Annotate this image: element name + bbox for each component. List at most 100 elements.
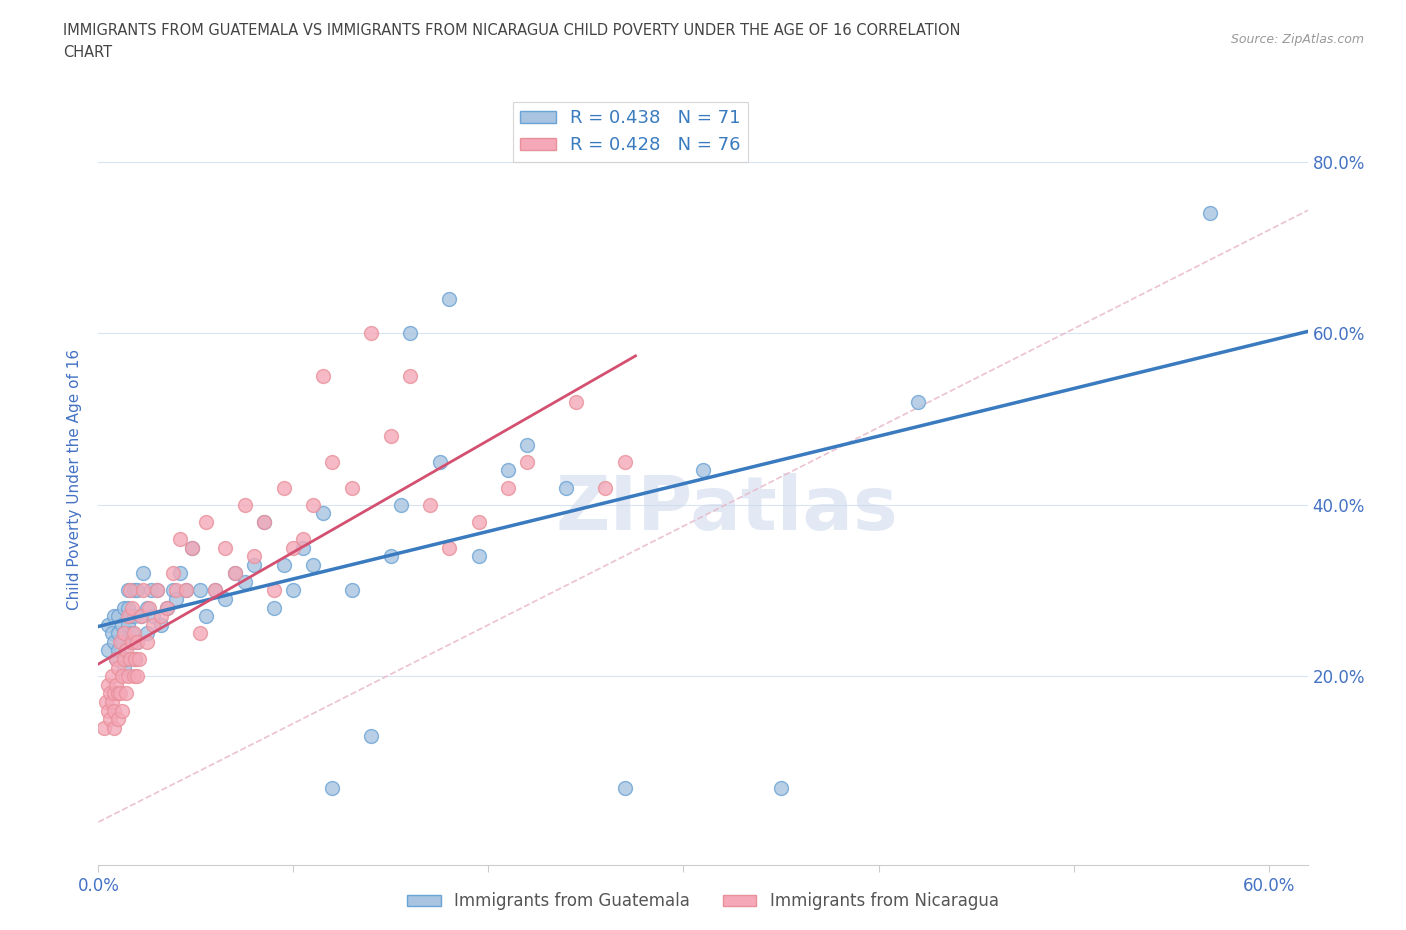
Point xyxy=(142,618,165,632)
Point xyxy=(181,540,204,555)
Point xyxy=(131,609,153,624)
Point xyxy=(555,480,578,495)
Point xyxy=(516,455,538,470)
Point xyxy=(93,720,115,735)
Point xyxy=(360,729,382,744)
Point xyxy=(149,618,172,632)
Point xyxy=(467,549,489,564)
Text: CHART: CHART xyxy=(63,45,112,60)
Point xyxy=(1199,206,1222,220)
Point xyxy=(273,557,295,572)
Point xyxy=(122,609,145,624)
Point xyxy=(117,600,139,615)
Point xyxy=(112,600,135,615)
Point xyxy=(132,583,155,598)
Point xyxy=(496,463,519,478)
Point xyxy=(111,634,134,649)
Point xyxy=(97,677,120,692)
Point xyxy=(292,540,315,555)
Point xyxy=(127,634,149,649)
Text: IMMIGRANTS FROM GUATEMALA VS IMMIGRANTS FROM NICARAGUA CHILD POVERTY UNDER THE A: IMMIGRANTS FROM GUATEMALA VS IMMIGRANTS … xyxy=(63,23,960,38)
Point xyxy=(614,780,637,795)
Point xyxy=(117,609,139,624)
Point xyxy=(769,780,792,795)
Point xyxy=(103,634,125,649)
Point xyxy=(128,652,150,667)
Point xyxy=(194,514,217,529)
Legend: R = 0.438   N = 71, R = 0.428   N = 76: R = 0.438 N = 71, R = 0.428 N = 76 xyxy=(513,102,748,162)
Text: Source: ZipAtlas.com: Source: ZipAtlas.com xyxy=(1230,33,1364,46)
Point xyxy=(97,618,120,632)
Point xyxy=(263,600,285,615)
Point xyxy=(302,498,325,512)
Point xyxy=(107,609,129,624)
Point xyxy=(181,540,204,555)
Point xyxy=(146,583,169,598)
Text: ZIPatlas: ZIPatlas xyxy=(555,473,898,546)
Point xyxy=(103,686,125,701)
Point xyxy=(429,455,451,470)
Point xyxy=(98,711,121,726)
Point xyxy=(107,626,129,641)
Point xyxy=(117,618,139,632)
Point xyxy=(122,583,145,598)
Point xyxy=(107,660,129,675)
Point xyxy=(174,583,197,598)
Point xyxy=(188,583,211,598)
Point xyxy=(114,643,136,658)
Point xyxy=(132,565,155,580)
Point xyxy=(101,626,124,641)
Point xyxy=(114,686,136,701)
Point xyxy=(380,549,402,564)
Point xyxy=(360,326,382,340)
Point xyxy=(142,609,165,624)
Point xyxy=(165,583,187,598)
Point xyxy=(233,498,256,512)
Point xyxy=(138,600,160,615)
Point xyxy=(112,626,135,641)
Point xyxy=(692,463,714,478)
Point xyxy=(118,634,141,649)
Point xyxy=(111,669,134,684)
Point xyxy=(224,565,246,580)
Point xyxy=(614,455,637,470)
Y-axis label: Child Poverty Under the Age of 16: Child Poverty Under the Age of 16 xyxy=(67,349,83,609)
Point xyxy=(312,506,335,521)
Point xyxy=(516,437,538,452)
Point xyxy=(118,583,141,598)
Point xyxy=(399,326,422,340)
Point xyxy=(312,368,335,383)
Point xyxy=(204,583,226,598)
Point xyxy=(118,652,141,667)
Point xyxy=(283,540,305,555)
Point xyxy=(112,660,135,675)
Point xyxy=(162,583,184,598)
Point xyxy=(169,532,191,547)
Point xyxy=(112,626,135,641)
Point xyxy=(340,480,363,495)
Point xyxy=(243,557,266,572)
Point xyxy=(146,583,169,598)
Point xyxy=(419,498,441,512)
Point xyxy=(162,565,184,580)
Point xyxy=(107,643,129,658)
Point xyxy=(107,711,129,726)
Point xyxy=(321,780,343,795)
Point xyxy=(97,703,120,718)
Point xyxy=(467,514,489,529)
Point xyxy=(399,368,422,383)
Point xyxy=(104,652,127,667)
Point xyxy=(204,583,226,598)
Point xyxy=(439,291,461,306)
Point xyxy=(292,532,315,547)
Point xyxy=(253,514,276,529)
Point xyxy=(101,669,124,684)
Point xyxy=(156,600,179,615)
Point xyxy=(122,669,145,684)
Point xyxy=(439,540,461,555)
Point xyxy=(565,394,588,409)
Point xyxy=(104,652,127,667)
Point xyxy=(121,600,143,615)
Point xyxy=(214,540,236,555)
Point xyxy=(224,565,246,580)
